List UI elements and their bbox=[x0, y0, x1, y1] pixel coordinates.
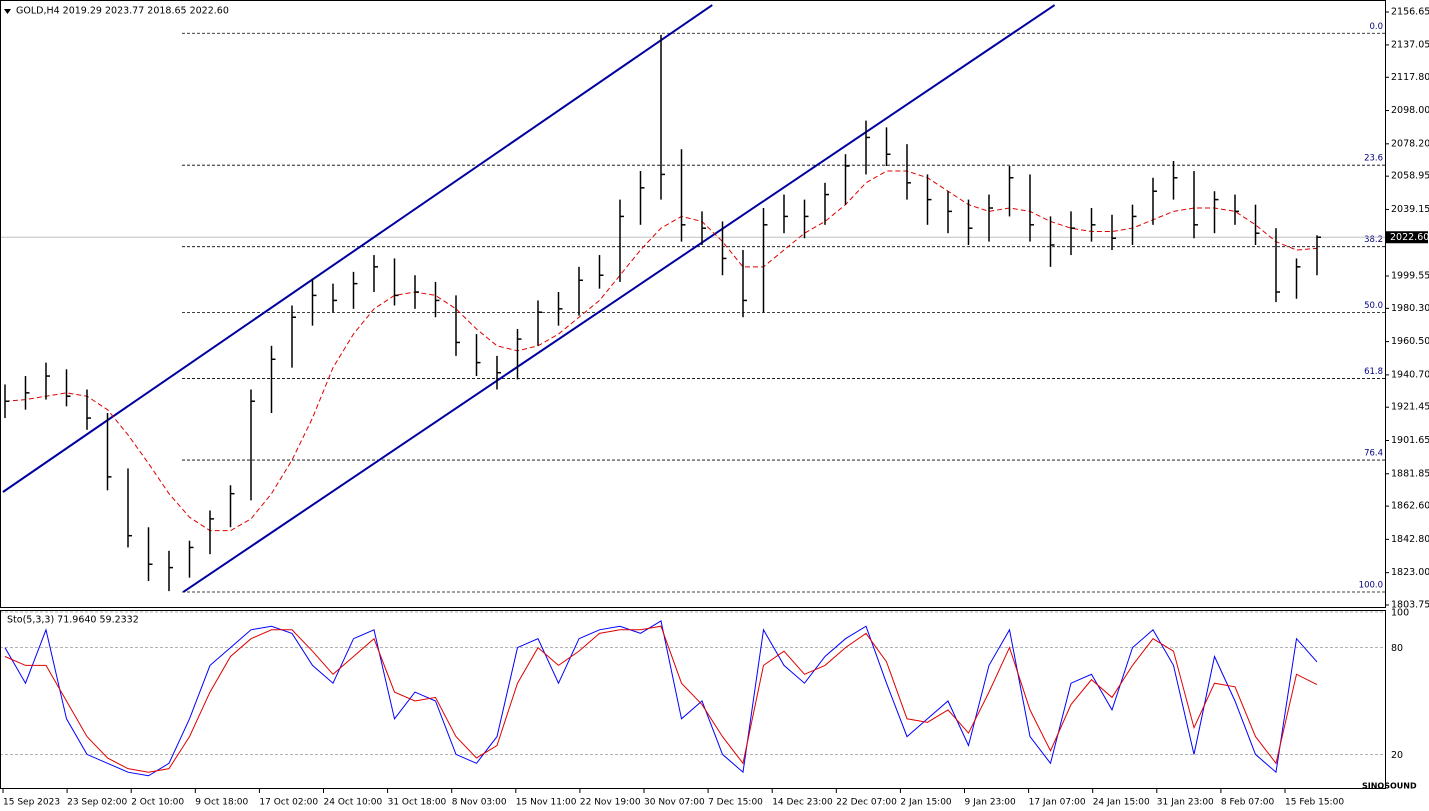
x-tick-label: 22 Nov 19:00 bbox=[580, 798, 641, 808]
y-tick-label: 1960.50 bbox=[1391, 336, 1429, 347]
osc-tick-label: 100 bbox=[1391, 608, 1409, 619]
y-tick-label: 2098.00 bbox=[1391, 105, 1429, 116]
x-tick-label: 15 Sep 2023 bbox=[3, 798, 60, 808]
x-tick-label: 24 Oct 10:00 bbox=[324, 798, 383, 808]
stochastic-line bbox=[4, 625, 1318, 773]
channel-line bbox=[182, 4, 1056, 593]
oscillator-plot bbox=[1, 611, 1385, 777]
x-tick-label: 24 Jan 15:00 bbox=[1093, 798, 1150, 808]
y-tick-label: 1823.00 bbox=[1391, 567, 1429, 578]
x-tick-label: 23 Sep 02:00 bbox=[67, 798, 127, 808]
y-tick-label: 2156.65 bbox=[1391, 7, 1429, 18]
x-tick-label: 15 Nov 11:00 bbox=[516, 798, 577, 808]
oscillator-pane bbox=[0, 610, 1386, 789]
last-price-box bbox=[1386, 231, 1428, 244]
x-tick-label: 8 Feb 07:00 bbox=[1221, 798, 1275, 808]
osc-tick-label: 20 bbox=[1391, 750, 1403, 761]
osc-tick-label: 80 bbox=[1391, 643, 1403, 654]
x-tick-label: 7 Dec 15:00 bbox=[708, 798, 763, 808]
oscillator-label: Sto(5,3,3) 71.9640 59.2332 bbox=[7, 615, 139, 626]
y-tick-label: 1803.75 bbox=[1391, 600, 1429, 611]
axes: 2156.65 2137.05 2117.80 2098.00 2078.20 2058.… bbox=[2, 7, 1429, 808]
y-tick-label: 1901.65 bbox=[1391, 435, 1429, 446]
x-tick-label: 17 Jan 07:00 bbox=[1029, 798, 1086, 808]
last-price-label: 2022.60 bbox=[1390, 232, 1429, 243]
y-tick-label: 1842.80 bbox=[1391, 534, 1429, 545]
x-tick-label: 9 Jan 23:00 bbox=[965, 798, 1017, 808]
fib-label: 76.4 bbox=[1364, 449, 1383, 459]
moving-average bbox=[4, 170, 1318, 532]
fib-label: 38.2 bbox=[1364, 235, 1383, 245]
x-tick-label: 30 Nov 07:00 bbox=[644, 798, 705, 808]
x-tick-label: 2 Jan 15:00 bbox=[900, 798, 952, 808]
x-tick-label: 14 Dec 23:00 bbox=[772, 798, 833, 808]
y-tick-label: 1940.70 bbox=[1391, 369, 1429, 380]
watermark: SINOSOUND bbox=[1362, 782, 1417, 791]
main-pane bbox=[0, 0, 1386, 608]
main-plot: 0.0 23.6 38.2 50.0 61.8 76.4 100.0 bbox=[1, 4, 1385, 593]
menu-arrow bbox=[4, 9, 11, 14]
y-tick-label: 2078.20 bbox=[1391, 138, 1429, 149]
x-tick-label: 22 Dec 07:00 bbox=[836, 798, 897, 808]
y-tick-label: 2039.15 bbox=[1391, 204, 1429, 215]
y-tick-label: 2117.80 bbox=[1391, 72, 1429, 83]
stochastic-line bbox=[4, 620, 1318, 777]
y-tick-label: 1999.55 bbox=[1391, 270, 1429, 281]
x-tick-label: 31 Jan 23:00 bbox=[1157, 798, 1214, 808]
y-tick-label: 1862.60 bbox=[1391, 501, 1429, 512]
x-tick-label: 31 Oct 18:00 bbox=[388, 798, 447, 808]
y-tick-label: 1921.45 bbox=[1391, 402, 1429, 413]
y-tick-label: 1881.85 bbox=[1391, 468, 1429, 479]
fib-label: 61.8 bbox=[1364, 367, 1383, 377]
x-tick-label: 15 Feb 15:00 bbox=[1285, 798, 1344, 808]
x-tick-label: 8 Nov 03:00 bbox=[452, 798, 507, 808]
y-tick-label: 2058.95 bbox=[1391, 171, 1429, 182]
y-tick-label: 1980.30 bbox=[1391, 303, 1429, 314]
fib-label: 50.0 bbox=[1364, 301, 1383, 311]
chart-title: GOLD,H4 2019.29 2023.77 2018.65 2022.60 bbox=[16, 6, 229, 17]
channel-line bbox=[2, 4, 713, 493]
fib-label: 100.0 bbox=[1359, 580, 1383, 590]
x-tick-label: 17 Oct 02:00 bbox=[259, 798, 318, 808]
x-tick-label: 9 Oct 18:00 bbox=[195, 798, 248, 808]
x-tick-label: 2 Oct 10:00 bbox=[131, 798, 184, 808]
fib-label: 0.0 bbox=[1369, 22, 1383, 32]
y-tick-label: 2137.05 bbox=[1391, 39, 1429, 50]
fib-label: 23.6 bbox=[1364, 154, 1383, 164]
